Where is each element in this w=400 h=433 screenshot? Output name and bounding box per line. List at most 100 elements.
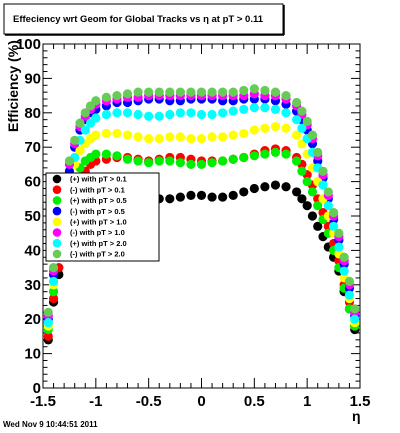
data-point (43, 331, 53, 341)
data-point (112, 151, 122, 161)
data-point (260, 103, 270, 113)
y-tick-label: 10 (24, 346, 41, 363)
legend-label: (-) with pT > 2.0 (70, 250, 125, 259)
data-point (344, 290, 355, 300)
data-point (207, 132, 217, 142)
data-point (144, 87, 154, 97)
data-point (218, 108, 228, 118)
x-tick-label: -1.5 (30, 393, 56, 410)
legend-marker (52, 206, 62, 216)
data-point (70, 135, 80, 145)
data-point (144, 134, 154, 144)
data-point (281, 149, 291, 159)
data-point (186, 108, 196, 118)
data-point (207, 109, 217, 120)
data-point (91, 130, 101, 140)
data-point (165, 156, 175, 166)
data-point (186, 190, 196, 200)
data-point (249, 151, 259, 161)
data-point (249, 125, 259, 135)
data-point (207, 87, 217, 97)
data-point (196, 109, 207, 120)
data-point (122, 130, 133, 140)
data-point (186, 159, 196, 169)
data-point (228, 106, 238, 116)
y-tick-label: 0 (33, 380, 41, 397)
data-point (112, 128, 122, 139)
data-markers (43, 84, 360, 345)
data-point (292, 130, 302, 140)
data-point (307, 187, 318, 197)
data-point (196, 134, 207, 144)
y-tick-labels: 0 10 20 30 40 50 60 70 80 90 100 (16, 36, 41, 397)
data-point (260, 85, 270, 96)
data-point (196, 159, 207, 169)
legend: (+) with pT > 0.1(-) with pT > 0.1 (+) wi… (45, 172, 160, 262)
data-point (281, 182, 291, 192)
data-point (218, 87, 228, 97)
data-point (318, 180, 328, 190)
data-point (64, 156, 75, 166)
data-point (133, 87, 143, 97)
x-tick-label: 0 (197, 393, 205, 410)
data-point (101, 109, 111, 120)
data-point (186, 134, 196, 144)
data-point (154, 87, 164, 97)
legend-label: (-) with pT > 0.1 (70, 185, 125, 194)
legend-label: (-) with pT > 0.5 (70, 207, 125, 216)
data-point (75, 146, 85, 156)
data-point (80, 108, 90, 118)
data-point (80, 125, 90, 135)
footer-timestamp: Wed Nov 9 10:44:51 2011 (3, 420, 98, 429)
data-point (228, 190, 238, 200)
y-tick-label: 50 (24, 208, 41, 225)
data-point (307, 211, 318, 221)
data-point (260, 182, 270, 192)
data-point (249, 183, 259, 194)
data-point (281, 91, 291, 101)
data-point (228, 130, 238, 140)
data-point (133, 156, 143, 166)
legend-marker (52, 185, 62, 194)
title-box: Effeciency wrt Geom for Global Tracks vs… (3, 3, 285, 36)
y-tick-label: 90 (24, 70, 41, 87)
data-point (154, 156, 164, 166)
data-point (350, 314, 360, 324)
data-point (175, 108, 185, 118)
data-point (302, 177, 312, 187)
data-point (207, 158, 217, 168)
axis-ticks (42, 43, 361, 389)
data-point (334, 228, 344, 238)
y-tick-label: 60 (24, 174, 41, 191)
data-point (292, 156, 302, 166)
data-point (334, 242, 344, 252)
data-point (270, 180, 281, 190)
data-point (154, 134, 164, 144)
data-point (196, 87, 207, 97)
x-axis-title: η (352, 408, 361, 424)
data-point (48, 287, 59, 297)
data-point (91, 113, 101, 123)
y-tick-label: 20 (24, 311, 41, 328)
data-point (339, 252, 349, 262)
data-point (165, 109, 175, 120)
y-axis-title: Efficiency (%) (5, 40, 21, 132)
data-point (239, 128, 249, 139)
data-point (175, 132, 185, 142)
data-point (239, 187, 249, 197)
y-tick-label: 70 (24, 139, 41, 156)
data-point (48, 263, 59, 273)
data-point (154, 111, 164, 121)
data-point (318, 166, 328, 176)
data-point (48, 276, 59, 286)
legend-label: (+) with pT > 1.0 (70, 218, 127, 227)
data-point (328, 207, 339, 218)
data-point (175, 192, 185, 202)
data-point (292, 97, 302, 108)
x-tick-label: -0.5 (136, 393, 162, 410)
data-point (144, 158, 154, 168)
data-point (43, 318, 53, 328)
data-point (165, 132, 175, 142)
data-point (218, 132, 228, 142)
